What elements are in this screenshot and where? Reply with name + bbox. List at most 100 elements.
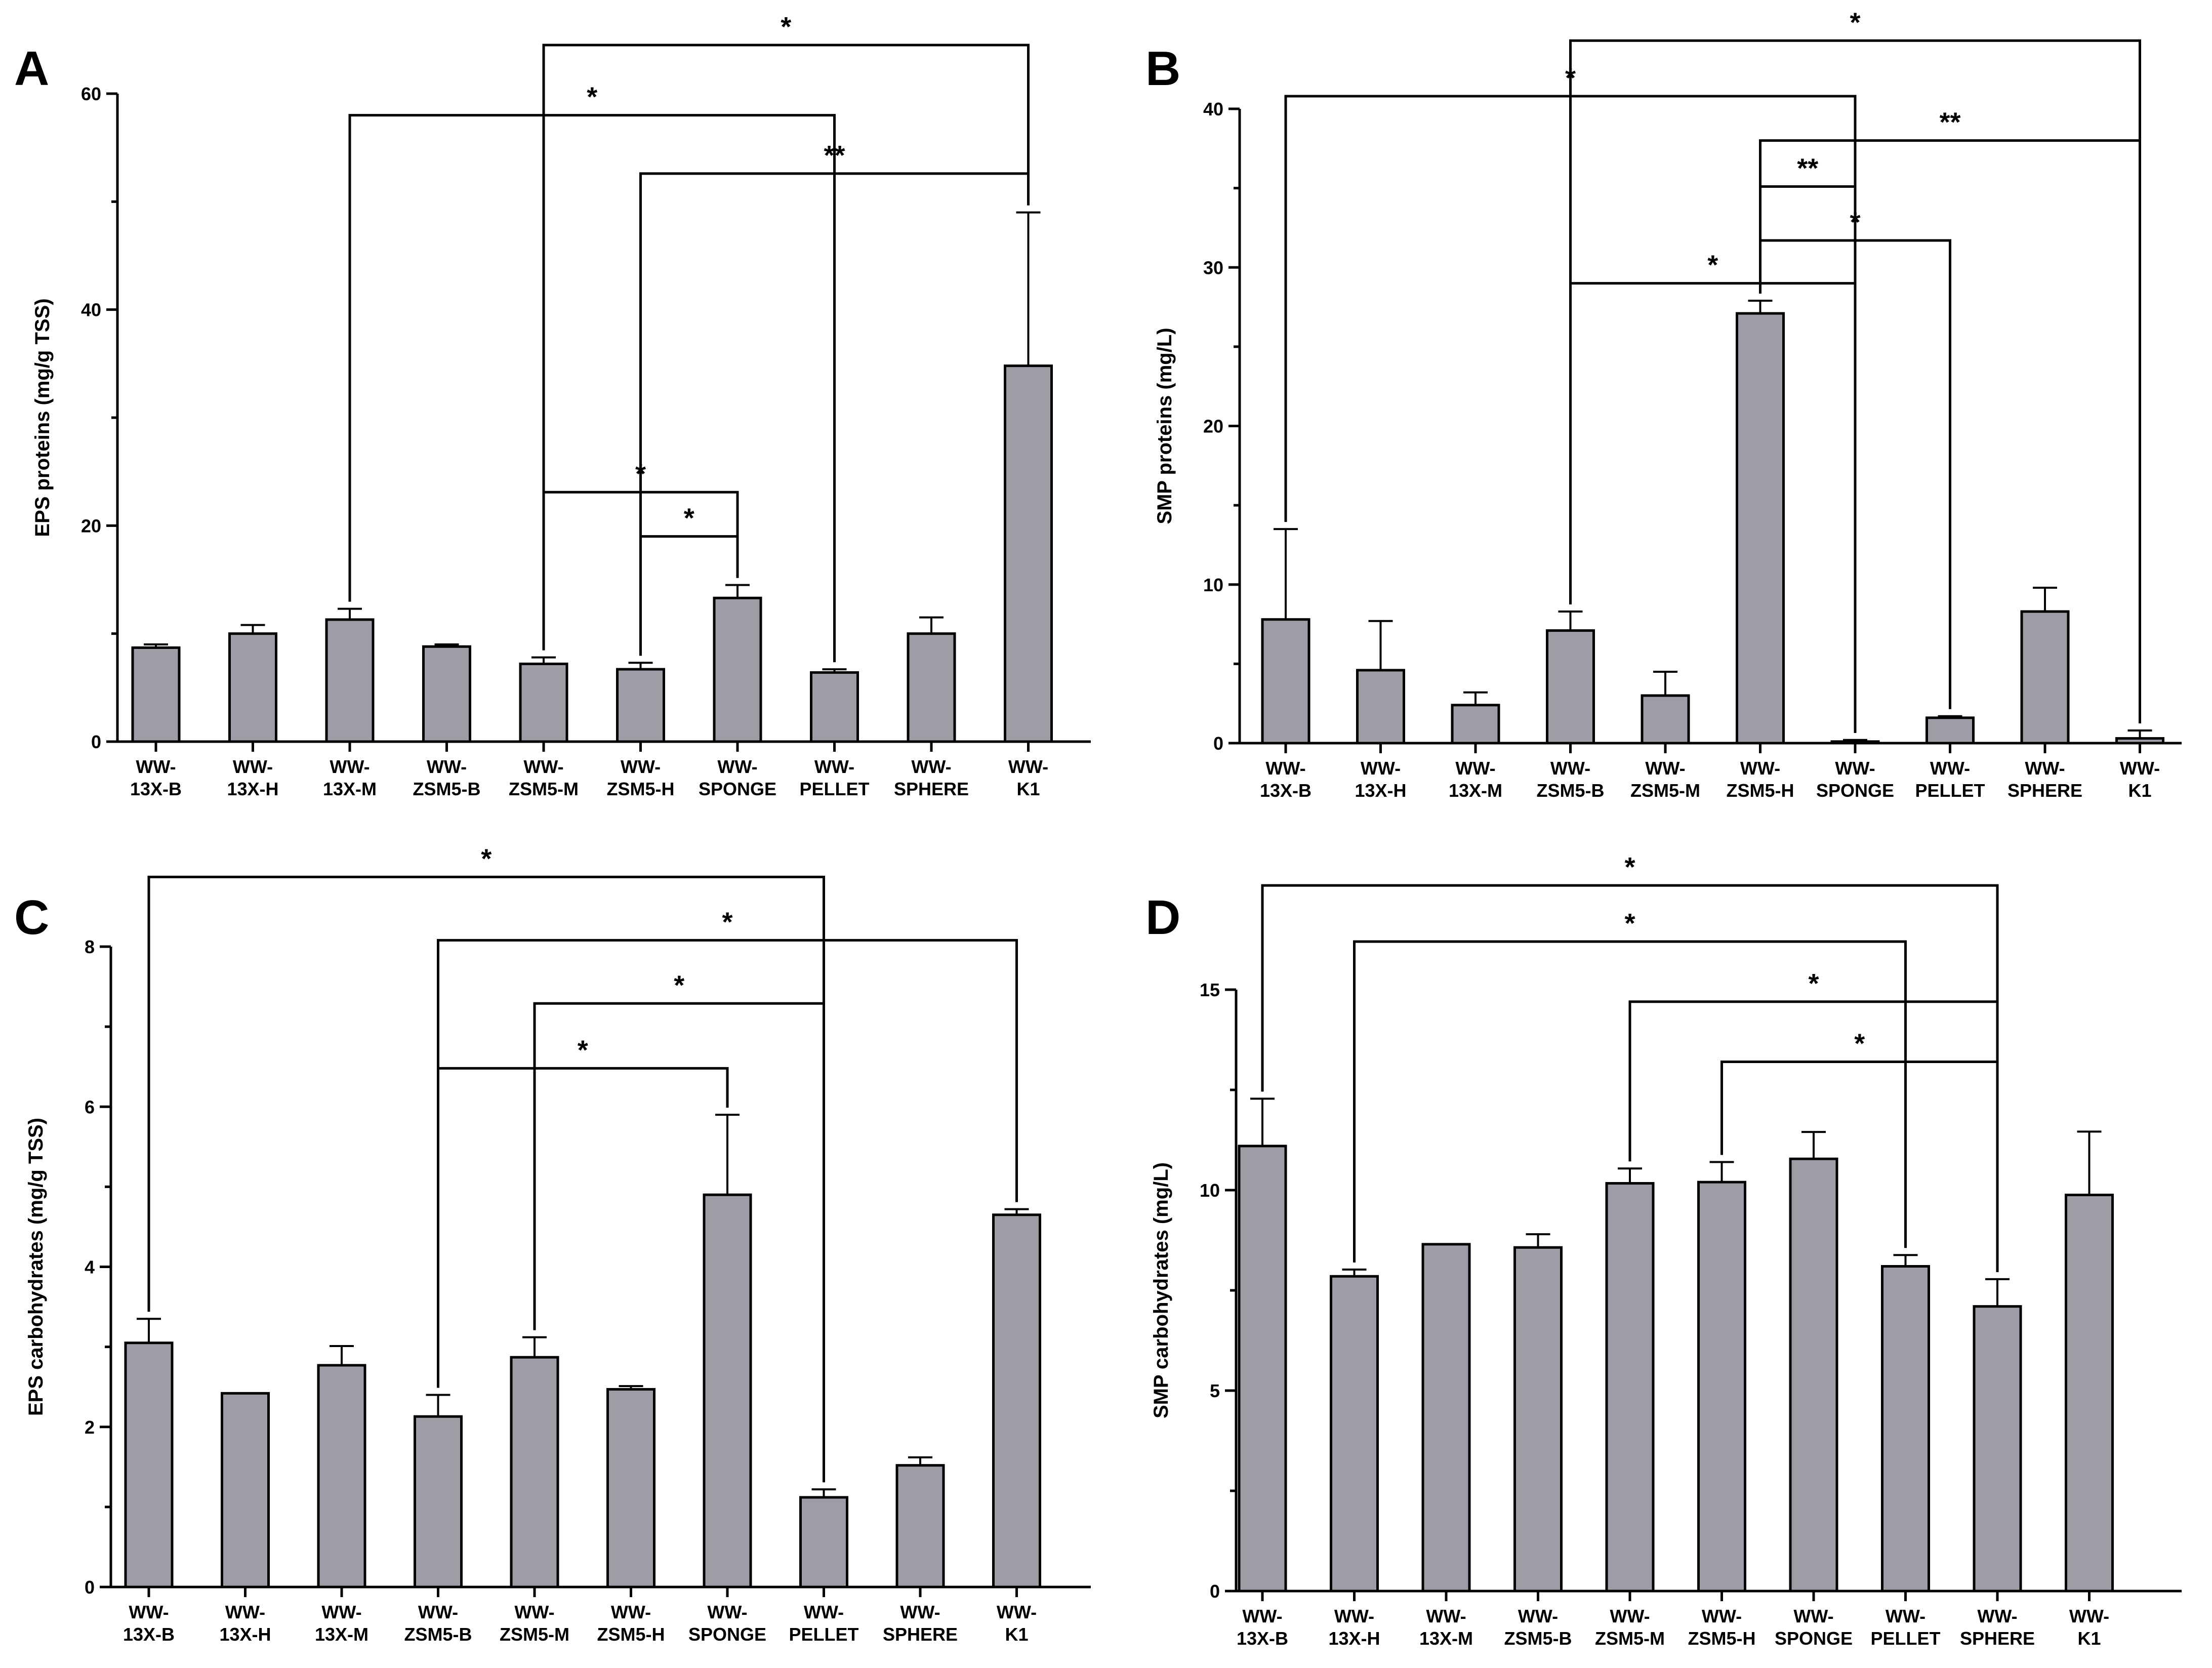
- panel-letter: A: [14, 42, 49, 96]
- x-tick-label: SPONGE: [1775, 1628, 1853, 1649]
- y-tick-label: 0: [1213, 733, 1223, 754]
- y-tick-label: 40: [1203, 99, 1223, 119]
- bar: [799, 1496, 848, 1589]
- bar: [1697, 1181, 1746, 1593]
- y-tick-label: 0: [91, 731, 101, 752]
- x-tick-label: K1: [1005, 1624, 1028, 1645]
- bar: [616, 668, 665, 743]
- significance-bracket: [542, 491, 739, 650]
- significance-label: *: [1854, 1029, 1865, 1059]
- x-tick-label: WW-: [2069, 1606, 2109, 1626]
- x-tick-label: 13X-B: [123, 1624, 175, 1645]
- significance-bracket: [533, 1002, 825, 1483]
- x-tick-label: 13X-H: [1328, 1628, 1380, 1649]
- x-tick-label: WW-: [1518, 1606, 1558, 1626]
- x-tick-label: WW-: [136, 756, 176, 777]
- significance-bracket: [1353, 940, 1907, 1263]
- significance-label: *: [781, 12, 791, 42]
- x-tick-label: WW-: [1334, 1606, 1374, 1626]
- significance-bracket: [348, 114, 836, 663]
- x-tick-label: 13X-H: [219, 1624, 271, 1645]
- bar: [422, 645, 471, 743]
- x-tick-label: WW-: [1740, 758, 1780, 779]
- panel-letter: C: [14, 890, 49, 945]
- x-tick-label: ZSM5-M: [1630, 780, 1700, 801]
- bar: [1736, 312, 1785, 745]
- x-tick-label: 13X-B: [1260, 780, 1312, 801]
- bar: [1330, 1275, 1379, 1593]
- y-tick-label: 30: [1203, 257, 1223, 278]
- bar: [1881, 1265, 1930, 1593]
- significance-label: **: [1797, 153, 1818, 183]
- x-tick-label: WW-: [523, 756, 563, 777]
- x-tick-label: WW-: [621, 756, 661, 777]
- x-tick-label: WW-: [225, 1602, 265, 1622]
- significance-label: *: [684, 503, 694, 534]
- significance-bracket: [639, 535, 739, 656]
- x-tick-label: WW-: [1835, 758, 1875, 779]
- bar: [2065, 1194, 2114, 1593]
- x-tick-label: WW-: [321, 1602, 361, 1622]
- y-tick-label: 60: [81, 84, 101, 104]
- y-tick-label: 20: [81, 515, 101, 536]
- significance-bracket: [1569, 282, 1857, 733]
- bar: [1004, 364, 1053, 743]
- y-axis-label: EPS proteins (mg/g TSS): [31, 298, 54, 537]
- x-tick-label: WW-: [611, 1602, 651, 1622]
- y-axis-label: EPS carbohydrates (mg/g TSS): [25, 1118, 47, 1416]
- x-tick-label: 13X-M: [1419, 1628, 1473, 1649]
- x-tick-label: ZSM5-B: [1504, 1628, 1572, 1649]
- significance-label: *: [1624, 852, 1635, 882]
- significance-label: **: [1939, 107, 1960, 138]
- x-tick-label: K1: [2077, 1628, 2101, 1649]
- x-tick-label: 13X-M: [1449, 780, 1502, 801]
- x-tick-label: WW-: [717, 756, 757, 777]
- y-axis-label: SMP proteins (mg/L): [1154, 328, 1176, 524]
- x-tick-label: WW-: [911, 756, 951, 777]
- x-tick-label: WW-: [707, 1602, 747, 1622]
- bar: [895, 1464, 945, 1589]
- bar: [1641, 694, 1690, 745]
- x-tick-label: WW-: [1645, 758, 1685, 779]
- significance-bracket: [542, 44, 1030, 650]
- significance-bracket: [437, 1067, 729, 1388]
- bar: [1546, 629, 1595, 745]
- bar: [1261, 618, 1310, 745]
- bar: [703, 1193, 752, 1589]
- bar: [1513, 1246, 1563, 1593]
- x-tick-label: 13X-H: [1355, 780, 1406, 801]
- bar: [131, 646, 181, 743]
- bar: [1421, 1243, 1471, 1593]
- x-tick-label: SPONGE: [688, 1624, 766, 1645]
- x-tick-label: SPHERE: [2008, 780, 2082, 801]
- x-tick-label: WW-: [1265, 758, 1305, 779]
- x-tick-label: WW-: [814, 756, 854, 777]
- x-tick-label: WW-: [1550, 758, 1590, 779]
- significance-label: *: [635, 459, 646, 489]
- significance-label: **: [824, 140, 845, 171]
- significance-bracket: [1721, 1061, 1999, 1272]
- y-tick-label: 15: [1200, 980, 1220, 1000]
- significance-label: *: [1707, 250, 1718, 280]
- bar: [810, 671, 859, 743]
- bar: [221, 1392, 270, 1589]
- x-tick-label: WW-: [997, 1602, 1037, 1622]
- bar: [414, 1415, 463, 1589]
- bar: [1789, 1157, 1838, 1593]
- x-tick-label: WW-: [1361, 758, 1401, 779]
- x-tick-label: WW-: [1426, 1606, 1466, 1626]
- significance-label: *: [578, 1035, 588, 1065]
- bar: [228, 632, 277, 743]
- y-tick-label: 6: [85, 1096, 95, 1117]
- significance-bracket: [1759, 239, 1951, 709]
- x-tick-label: K1: [1016, 779, 1040, 799]
- x-tick-label: ZSM5-B: [404, 1624, 472, 1645]
- y-tick-label: 5: [1210, 1380, 1220, 1401]
- significance-label: *: [481, 843, 491, 874]
- x-tick-label: WW-: [1793, 1606, 1833, 1626]
- panel-letter: D: [1145, 890, 1180, 945]
- x-tick-label: WW-: [129, 1602, 169, 1622]
- x-tick-label: PELLET: [799, 779, 869, 799]
